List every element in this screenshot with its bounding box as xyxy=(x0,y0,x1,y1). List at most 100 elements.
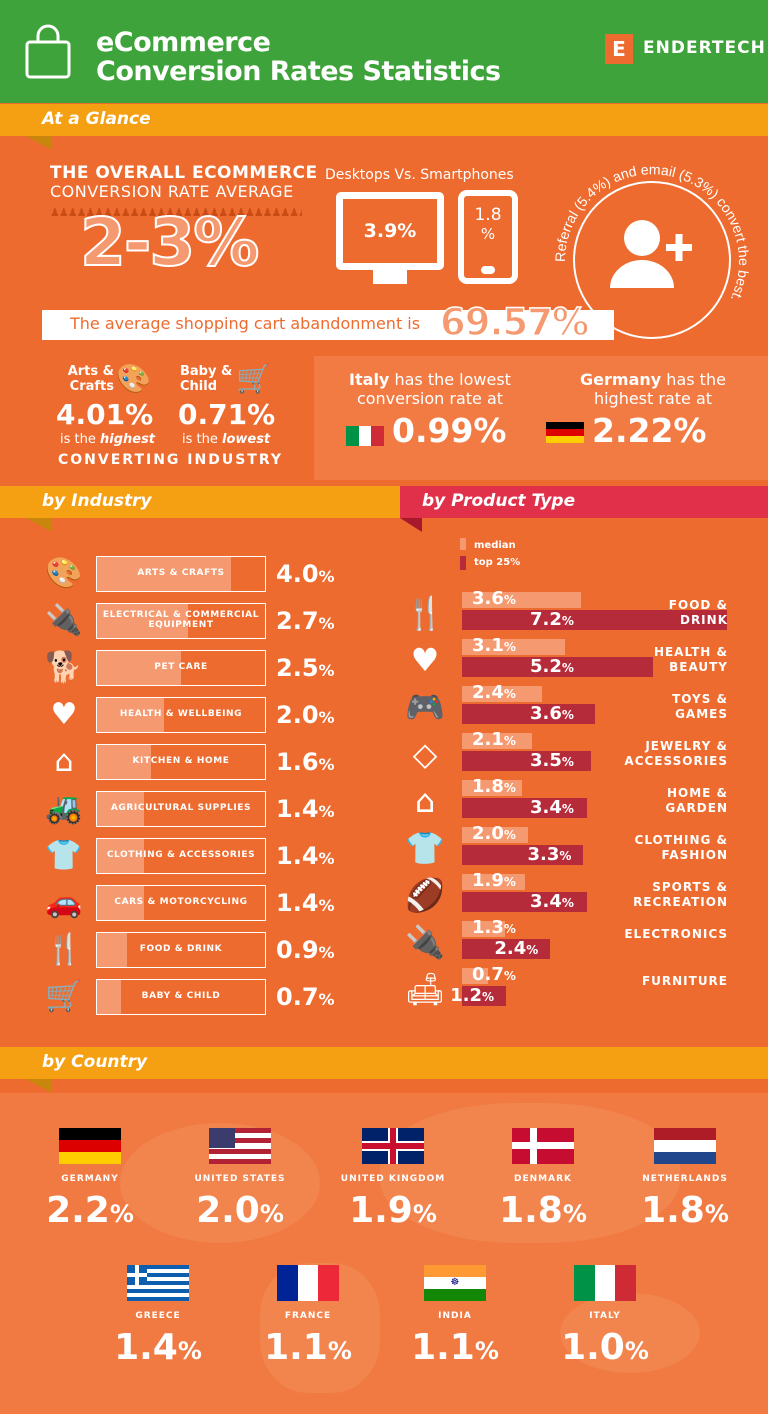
country-item: UNITED KINGDOM 1.9% xyxy=(318,1128,468,1231)
product-label-line2: RECREATION xyxy=(633,895,728,909)
product-label: JEWELRY & ACCESSORIES xyxy=(624,739,728,769)
industry-bar-fill xyxy=(97,745,151,779)
product-label: FOOD & DRINK xyxy=(669,598,728,628)
country-item: GREECE 1.4% xyxy=(83,1265,233,1368)
product-median-bar xyxy=(462,874,525,890)
section-banner-glance: At a Glance xyxy=(0,104,768,136)
industry-bar-fill xyxy=(97,839,145,873)
product-top25-bar xyxy=(462,751,591,771)
industry-bar-fill xyxy=(97,980,121,1014)
industry-bar: BABY & CHILD xyxy=(96,979,266,1015)
industry-row: 🍴 FOOD & DRINK 0.9% xyxy=(0,932,380,968)
industry-value: 2.5% xyxy=(276,654,335,682)
baby-label-2: Child xyxy=(180,379,218,394)
monitor-stand xyxy=(373,268,407,284)
legend-median-label: median xyxy=(474,540,516,551)
product-label-line1: SPORTS & xyxy=(652,880,728,894)
product-top25-value: 1.2% xyxy=(450,985,495,1006)
industry-value: 4.0% xyxy=(276,560,335,588)
fork-knife-icon: 🍴 xyxy=(405,594,445,632)
country-value: 2.2% xyxy=(46,1190,134,1231)
country-item: NETHERLANDS 1.8% xyxy=(610,1128,760,1231)
page-title-line2: Conversion Rates Statistics xyxy=(96,56,501,87)
industry-label: HEALTH & WELLBEING xyxy=(119,709,243,720)
product-label-line1: JEWELRY & xyxy=(645,739,728,753)
product-label: FURNITURE xyxy=(642,974,728,989)
devices-title: Desktops Vs. Smartphones xyxy=(325,167,514,183)
shopping-bag-icon xyxy=(25,24,71,79)
tractor-icon: 🚜 xyxy=(45,791,83,826)
industry-label: CLOTHING & ACCESSORIES xyxy=(106,850,256,861)
industry-value: 1.4% xyxy=(276,842,335,870)
smartphone-rate-value: 1.8 xyxy=(474,205,502,225)
product-label-line1: FURNITURE xyxy=(641,974,728,988)
banner-ribbon-tip-industry xyxy=(26,518,52,532)
gamepad-icon: 🎮 xyxy=(405,688,445,726)
country-value: 1.1% xyxy=(264,1327,352,1368)
country-value: 1.8% xyxy=(499,1190,587,1231)
palette-icon: 🎨 xyxy=(45,556,83,591)
product-top25-bar xyxy=(462,704,595,724)
section-banner-country: by Country xyxy=(0,1047,768,1079)
product-label: HOME & GARDEN xyxy=(665,786,728,816)
product-row: 🛋 0.7% 1.2% FURNITURE xyxy=(400,964,768,1010)
industry-bar-fill xyxy=(97,792,145,826)
industry-label: AGRICULTURAL SUPPLIES xyxy=(110,803,252,814)
country-name: INDIA xyxy=(438,1311,472,1321)
arts-crafts-value: 4.01% xyxy=(56,398,154,431)
product-row: ♥ 3.1% 5.2% HEALTH & BEAUTY xyxy=(400,635,768,681)
product-median-value: 3.1% xyxy=(472,635,516,656)
industry-row: 🛒 BABY & CHILD 0.7% xyxy=(0,979,380,1015)
uk-flag xyxy=(362,1128,424,1164)
arts-label-2: Crafts xyxy=(69,379,114,394)
industry-value: 0.9% xyxy=(276,936,335,964)
heart-icon: ♥ xyxy=(410,641,440,679)
car-icon: 🚗 xyxy=(45,885,83,920)
country-value: 1.9% xyxy=(349,1190,437,1231)
product-label-line1: TOYS & xyxy=(672,692,728,706)
country-name: UNITED KINGDOM xyxy=(340,1174,446,1184)
product-top25-bar xyxy=(462,610,727,630)
product-median-value: 2.1% xyxy=(472,729,516,750)
overall-rate-value: 2-3% xyxy=(79,203,260,282)
industry-bar-fill xyxy=(97,698,165,732)
stroller-icon: 🛒 xyxy=(45,979,83,1014)
baby-note: is the lowest xyxy=(182,432,271,447)
greece-flag xyxy=(127,1265,189,1301)
house-icon: ⌂ xyxy=(414,782,436,820)
industry-bar: AGRICULTURAL SUPPLIES xyxy=(96,791,266,827)
abandonment-bar xyxy=(42,310,614,340)
football-icon: 🏈 xyxy=(405,876,445,914)
product-label-line2: ACCESSORIES xyxy=(624,754,728,768)
country-name: ITALY xyxy=(589,1311,621,1321)
product-median-value: 1.8% xyxy=(472,776,516,797)
product-row: 🍴 3.6% 7.2% FOOD & DRINK xyxy=(400,588,768,634)
desktop-rate: 3.9% xyxy=(363,220,417,242)
country-value: 1.4% xyxy=(114,1327,202,1368)
page-title-line1: eCommerce xyxy=(96,27,271,58)
product-label-line2: FASHION xyxy=(661,848,728,862)
country-item: GERMANY 2.2% xyxy=(15,1128,165,1231)
shirt-icon: 👕 xyxy=(45,838,83,873)
product-median-value: 2.4% xyxy=(472,682,516,703)
product-label-line2: GARDEN xyxy=(665,801,728,815)
product-median-value: 1.9% xyxy=(472,870,516,891)
industry-row: 🔌 ELECTRICAL & COMMERCIAL EQUIPMENT 2.7% xyxy=(0,603,380,639)
country-name: UNITED STATES xyxy=(194,1174,286,1184)
product-top25-value: 5.2% xyxy=(530,656,574,677)
industry-bar-fill xyxy=(97,886,145,920)
industry-label: PET CARE xyxy=(154,662,208,673)
industry-label: FOOD & DRINK xyxy=(139,944,223,955)
overall-rate-heading-1: THE OVERALL ECOMMERCE xyxy=(50,163,318,183)
country-item: DENMARK 1.8% xyxy=(468,1128,618,1231)
plug-icon: 🔌 xyxy=(45,603,83,638)
dog-icon: 🐕 xyxy=(45,650,83,685)
banner-ribbon-tip-country xyxy=(26,1079,52,1093)
product-top25-value: 3.6% xyxy=(530,703,574,724)
product-label: HEALTH & BEAUTY xyxy=(654,645,728,675)
country-item: ☸ INDIA 1.1% xyxy=(380,1265,530,1368)
smartphone-icon: 1.8 % xyxy=(458,190,518,284)
palette-icon: 🎨 xyxy=(116,362,151,395)
banner-ribbon-tip-product xyxy=(400,518,422,532)
industry-bar-fill xyxy=(97,557,232,591)
